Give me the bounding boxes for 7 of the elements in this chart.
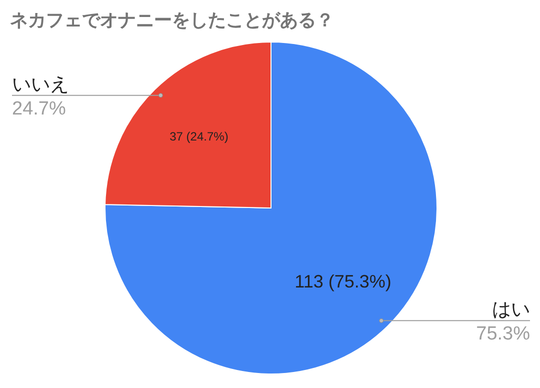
text: 24.7% [12,98,66,120]
chart-title: ネカフェでオナニーをしたことがある？ [10,10,334,30]
data-label: 113 (75.3%) [294,272,392,292]
slice-label: いいえ [12,74,69,96]
data-label: 37 (24.7%) [170,129,228,144]
text: 75.3% [476,324,530,345]
slice-label: はい [492,300,530,321]
